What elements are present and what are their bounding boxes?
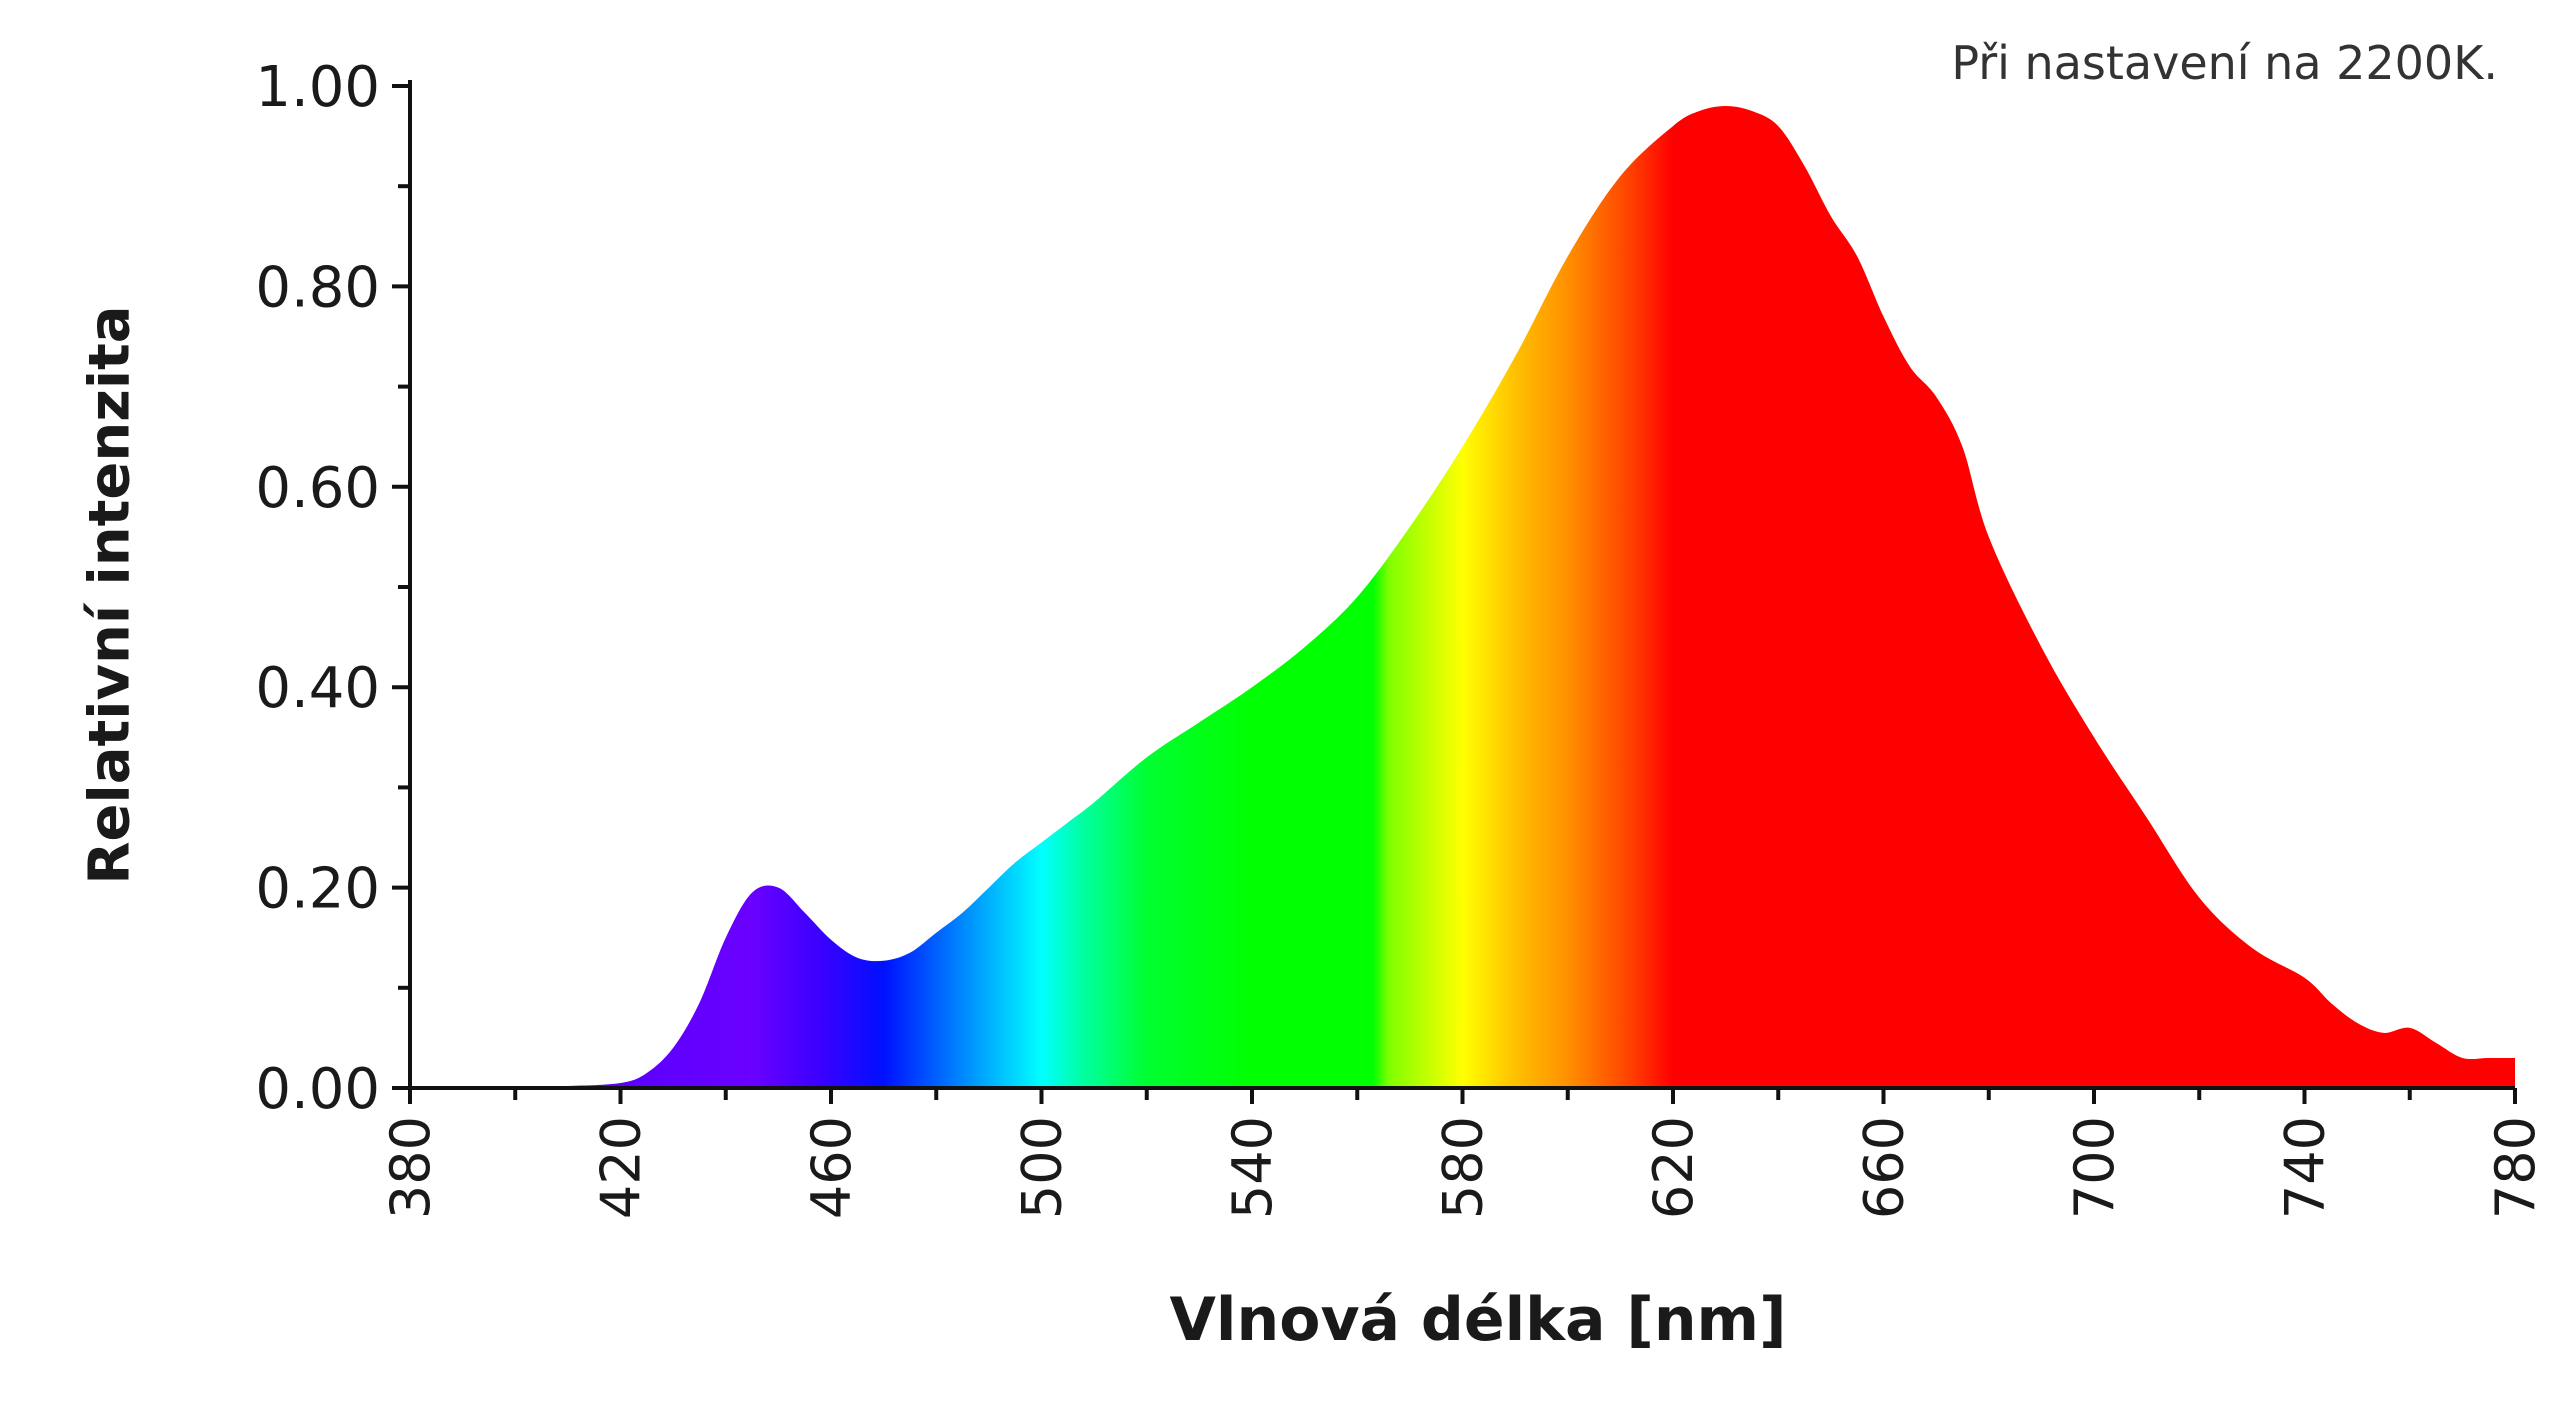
x-tick-label: 380: [379, 1116, 442, 1219]
x-tick-label: 460: [800, 1116, 863, 1219]
x-axis-label: Vlnová délka [nm]: [1169, 1285, 1787, 1355]
x-tick-label: 740: [2274, 1116, 2337, 1219]
y-tick-label: 1.00: [255, 55, 380, 120]
x-tick-label: 620: [1642, 1116, 1705, 1219]
spectrum-area: [410, 106, 2515, 1089]
y-tick-label: 0.20: [255, 857, 380, 922]
x-tick-label: 580: [1432, 1116, 1495, 1219]
y-tick-label: 0.80: [255, 255, 380, 320]
y-tick-label: 0.00: [255, 1057, 380, 1122]
y-tick-label: 0.40: [255, 656, 380, 721]
x-tick-label: 700: [2063, 1116, 2126, 1219]
y-tick-label: 0.60: [255, 456, 380, 521]
x-tick-label: 500: [1011, 1116, 1074, 1219]
setting-note: Při nastavení na 2200K.: [1951, 36, 2498, 90]
x-tick-label: 660: [1853, 1116, 1916, 1219]
y-axis-label: Relativní intenzita: [77, 305, 143, 885]
x-tick-label: 780: [2484, 1116, 2547, 1219]
x-tick-label: 420: [590, 1116, 653, 1219]
x-tick-label: 540: [1221, 1116, 1284, 1219]
